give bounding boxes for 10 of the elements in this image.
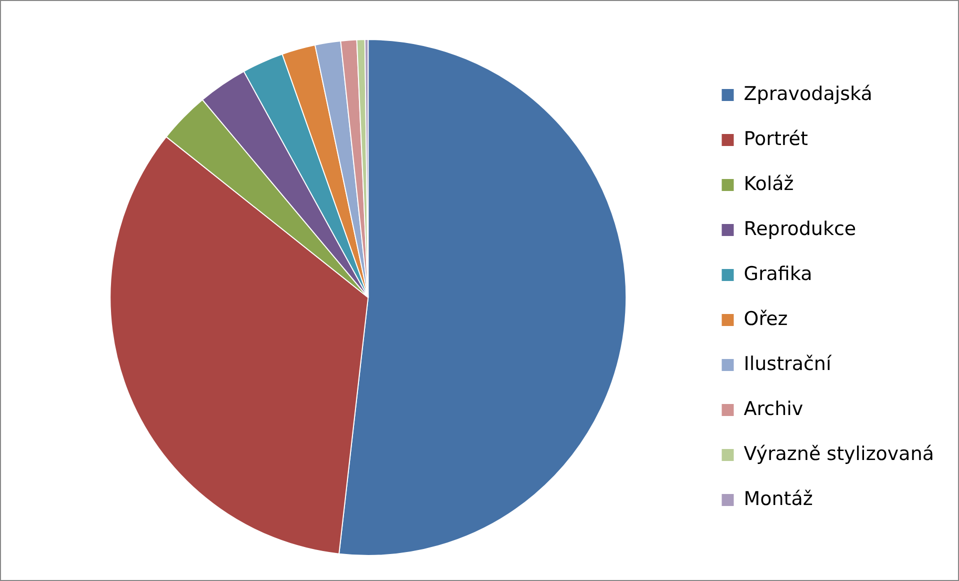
legend-label: Grafika: [744, 262, 812, 285]
legend-label: Montáž: [744, 488, 813, 510]
legend-label: Archiv: [744, 398, 804, 420]
legend-label: Výrazně stylizovaná: [744, 442, 934, 465]
legend-label: Ilustrační: [744, 352, 832, 375]
legend-label: Ořez: [744, 308, 788, 330]
legend-label: Reprodukce: [744, 218, 856, 240]
legend-label: Portrét: [744, 128, 808, 150]
legend-label: Zpravodajská: [744, 82, 872, 105]
legend-label: Koláž: [744, 172, 794, 195]
